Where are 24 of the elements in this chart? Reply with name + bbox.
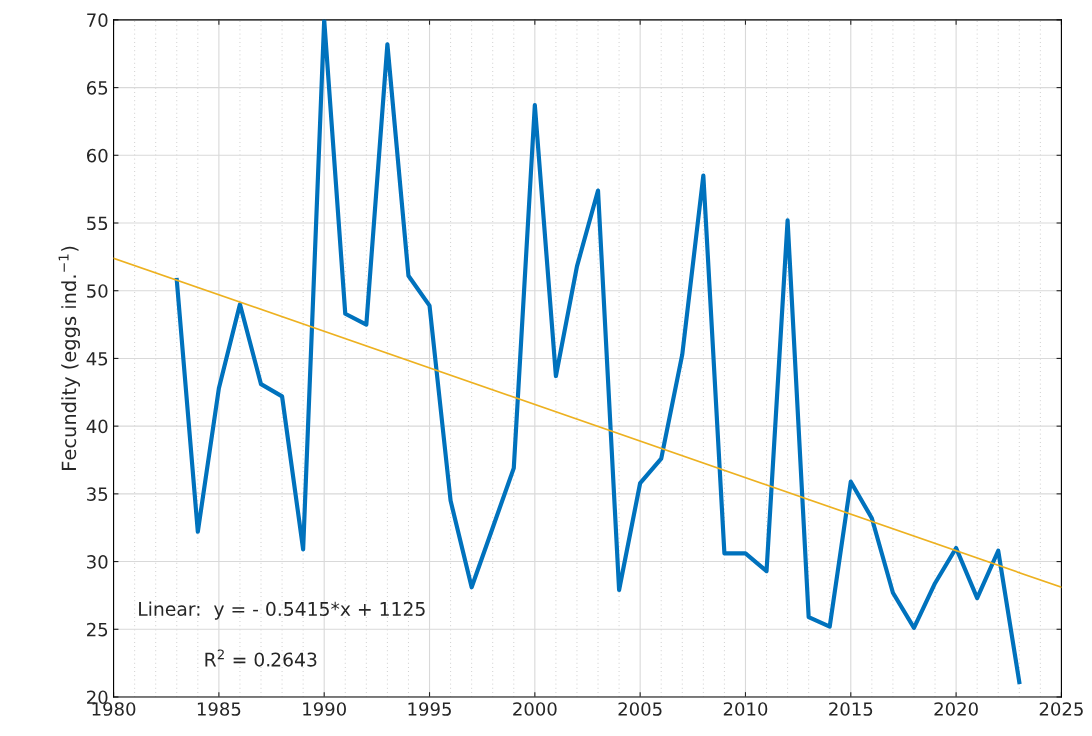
y-tick-label: 20 [87,690,108,705]
y-tick-label: 60 [86,148,108,163]
y-tick-label: 65 [86,81,108,95]
x-tick-label: 2015 [829,702,873,716]
x-tick-label: 1980 [92,702,136,716]
y-tick-label: 55 [87,216,108,231]
annotation: R$^{2}$ = 0.2643 [205,649,317,667]
x-tick-label: 2010 [723,702,768,716]
y-tick-label: 40 [86,419,108,434]
x-tick-label: 1985 [197,702,241,716]
y-tick-label: 30 [87,555,108,569]
x-tick-label: 2000 [513,702,557,716]
y-tick-label: 25 [87,622,108,637]
x-tick-label: 2025 [1039,702,1083,716]
y-tick-label: 35 [87,487,108,501]
y-tick-label: 50 [87,284,108,298]
y-tick-label: 70 [87,13,108,27]
x-tick-label: 2005 [618,702,662,716]
y-tick-label: 45 [86,352,108,366]
x-tick-label: 1990 [303,702,346,716]
x-tick-label: 2020 [934,702,978,716]
x-tick-label: 1995 [408,702,451,716]
annotation: Linear: y = - 0.5415*x + 1125 [139,601,425,620]
y-axis-title: Fecundity (eggs ind.$^{−1}$) [58,246,80,470]
